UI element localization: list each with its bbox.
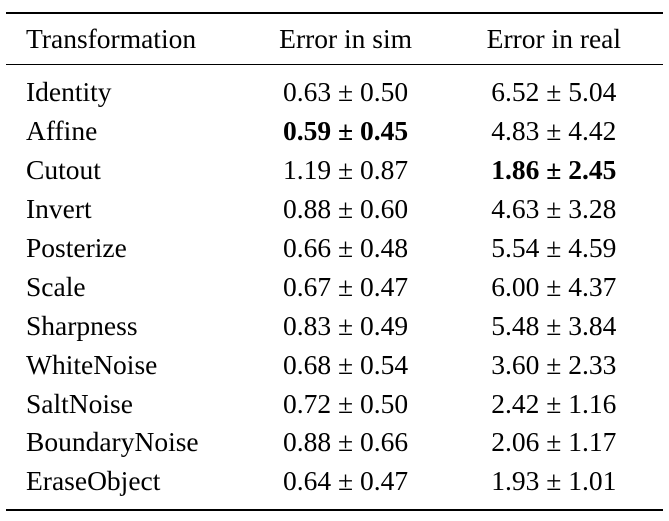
cell-error-in-real: 5.48 ± 3.84 [491,309,617,341]
table-body: Identity 0.63 ± 0.50 6.52 ± 5.04 Affine 0.59… [6,65,663,510]
table-row: Posterize 0.66 ± 0.48 5.54 ± 4.59 [6,229,663,268]
cell-error-in-real: 1.86 ± 2.45 [491,154,617,186]
cell-error-in-sim: 0.66 ± 0.48 [283,232,409,263]
cell-transformation: Sharpness [26,309,138,341]
table-row: BoundaryNoise 0.88 ± 0.66 2.06 ± 1.17 [6,423,663,462]
cell-error-in-sim: 0.88 ± 0.66 [283,426,409,458]
header-transformation: Transformation [26,23,197,54]
cell-error-in-real: 1.93 ± 1.01 [491,465,617,497]
table-row: SaltNoise 0.72 ± 0.50 2.42 ± 1.16 [6,384,663,423]
cell-transformation: SaltNoise [26,387,133,419]
cell-error-in-real: 3.60 ± 2.33 [491,348,617,380]
cell-transformation: EraseObject [26,465,161,497]
table-row: Identity 0.63 ± 0.50 6.52 ± 5.04 [6,65,663,112]
header-row: Transformation Error in sim Error in rea… [6,13,663,65]
cell-error-in-real: 6.00 ± 4.37 [491,270,617,302]
cell-error-in-real: 2.42 ± 1.16 [491,387,617,419]
cell-transformation: BoundaryNoise [26,426,199,458]
table-row: Invert 0.88 ± 0.60 4.63 ± 3.28 [6,190,663,229]
cell-transformation: Scale [26,270,86,302]
table-header: Transformation Error in sim Error in rea… [6,13,663,65]
table-row: Cutout 1.19 ± 0.87 1.86 ± 2.45 [6,151,663,190]
cell-error-in-real: 5.54 ± 4.59 [491,232,617,263]
cell-transformation: WhiteNoise [26,348,158,380]
cell-error-in-sim: 0.63 ± 0.50 [283,76,409,108]
cell-error-in-sim: 0.67 ± 0.47 [283,270,409,302]
table-row: Scale 0.67 ± 0.47 6.00 ± 4.37 [6,267,663,306]
table-row: Affine 0.59 ± 0.45 4.83 ± 4.42 [6,112,663,151]
cell-transformation: Cutout [26,154,101,186]
cell-transformation: Posterize [26,232,127,263]
cell-error-in-sim: 0.83 ± 0.49 [283,309,409,341]
cell-transformation: Invert [26,193,92,225]
cell-transformation: Affine [26,115,98,147]
results-table: Transformation Error in sim Error in rea… [6,12,663,511]
table-row: WhiteNoise 0.68 ± 0.54 3.60 ± 2.33 [6,345,663,384]
cell-error-in-real: 4.83 ± 4.42 [491,115,617,147]
header-error-in-sim: Error in sim [279,23,413,54]
table-row: Sharpness 0.83 ± 0.49 5.48 ± 3.84 [6,306,663,345]
table-row: EraseObject 0.64 ± 0.47 1.93 ± 1.01 [6,462,663,510]
cell-error-in-sim: 0.68 ± 0.54 [283,348,409,380]
cell-error-in-sim: 0.72 ± 0.50 [283,387,409,419]
cell-error-in-sim: 0.64 ± 0.47 [283,465,409,497]
cell-transformation: Identity [26,76,112,108]
cell-error-in-real: 4.63 ± 3.28 [491,193,617,225]
results-table-container: Transformation Error in sim Error in rea… [6,12,663,511]
cell-error-in-sim: 0.88 ± 0.60 [283,193,409,225]
cell-error-in-sim: 1.19 ± 0.87 [283,154,409,186]
cell-error-in-real: 2.06 ± 1.17 [491,426,617,458]
cell-error-in-sim: 0.59 ± 0.45 [283,115,409,147]
cell-error-in-real: 6.52 ± 5.04 [491,76,617,108]
header-error-in-real: Error in real [486,23,622,54]
